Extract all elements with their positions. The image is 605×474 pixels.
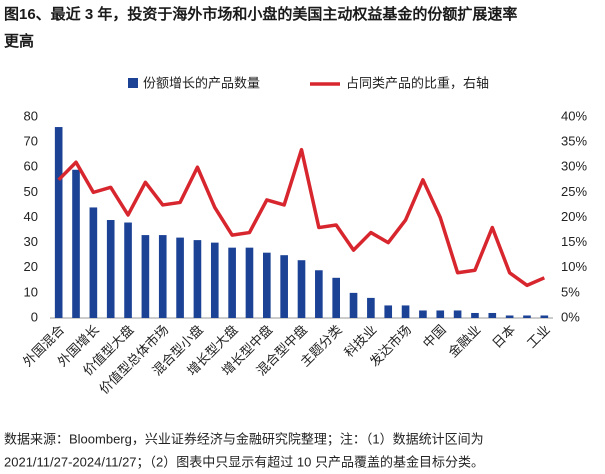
y2-tick-label: 20% — [561, 209, 587, 224]
x-tick-label: 工业 — [524, 322, 553, 351]
bar — [297, 260, 306, 318]
bar — [245, 247, 254, 318]
bar — [193, 240, 202, 318]
bar — [106, 220, 115, 318]
bar — [523, 315, 531, 318]
bar — [280, 255, 288, 318]
y-tick-label: 0 — [31, 309, 38, 324]
bar — [367, 297, 375, 318]
bar — [332, 277, 341, 318]
chart-title: 更高 — [4, 32, 34, 50]
y2-tick-label: 30% — [561, 159, 587, 174]
bar — [89, 207, 98, 318]
legend-label: 份额增长的产品数量 — [143, 75, 260, 90]
bar — [228, 247, 236, 318]
bar — [540, 315, 549, 318]
bar — [315, 270, 323, 318]
y-tick-label: 40 — [24, 209, 38, 224]
y2-tick-label: 5% — [561, 284, 580, 299]
note: 数据来源：Bloomberg，兴业证券经济与金融研究院整理；注：（1）数据统计区… — [4, 431, 484, 447]
bar — [158, 235, 167, 318]
bar — [176, 237, 184, 318]
y2-tick-label: 25% — [561, 184, 587, 199]
bar — [401, 305, 410, 318]
bar — [419, 310, 427, 318]
bar — [72, 169, 80, 318]
x-tick-label: 中国 — [420, 322, 449, 351]
y-tick-label: 80 — [24, 108, 38, 123]
bar — [349, 292, 358, 318]
chart-title: 图16、最近 3 年，投资于海外市场和小盘的美国主动权益基金的份额扩展速率 — [4, 5, 517, 23]
bar — [262, 252, 271, 318]
y-tick-label: 20 — [24, 259, 38, 274]
line — [57, 147, 546, 288]
bar — [124, 222, 132, 318]
bar — [505, 315, 514, 318]
y-tick-label: 50 — [24, 184, 38, 199]
bar — [210, 242, 219, 318]
note: 2021/11/27-2024/11/27；（2）图表中只显示有超过 10 只产… — [4, 454, 484, 470]
legend-label: 占同类产品的比重，右轴 — [346, 75, 489, 90]
bar — [384, 305, 393, 318]
y-tick-label: 60 — [24, 159, 38, 174]
bar — [471, 312, 479, 318]
x-tick-label: 金融业 — [445, 322, 483, 360]
y2-tick-label: 40% — [561, 108, 587, 123]
y2-tick-label: 10% — [561, 259, 587, 274]
bar — [453, 310, 462, 318]
y-tick-label: 10 — [24, 284, 38, 299]
y-tick-label: 70 — [24, 134, 38, 149]
bar — [436, 310, 445, 318]
y-tick-label: 30 — [24, 234, 38, 249]
y2-tick-label: 0% — [561, 309, 580, 324]
x-tick-label: 日本 — [489, 322, 518, 351]
bar — [54, 127, 63, 318]
legend-swatch — [128, 78, 138, 88]
bar — [141, 235, 150, 318]
y2-tick-label: 15% — [561, 234, 587, 249]
bar — [488, 312, 497, 318]
y2-tick-label: 35% — [561, 134, 587, 149]
